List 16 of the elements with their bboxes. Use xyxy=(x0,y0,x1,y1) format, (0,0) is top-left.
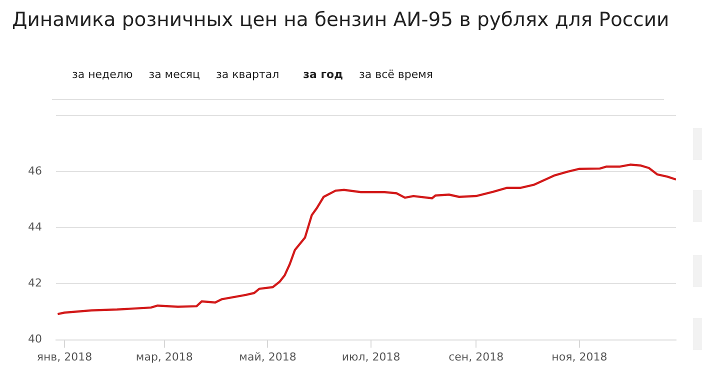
y-tick-label: 46 xyxy=(28,164,42,178)
text: за всё время xyxy=(359,68,434,81)
text: за месяц xyxy=(148,68,200,81)
y-tick-label: 44 xyxy=(28,220,42,234)
x-tick-label: июл, 2018 xyxy=(342,350,400,364)
x-tick-label: ноя, 2018 xyxy=(552,350,608,364)
x-tick-label: мар, 2018 xyxy=(136,350,193,364)
x-tick-label: май, 2018 xyxy=(239,350,296,364)
y-tick-label: 40 xyxy=(28,332,42,346)
text: за год xyxy=(303,68,343,81)
text: за неделю xyxy=(72,68,133,81)
text: за квартал xyxy=(216,68,280,81)
y-tick-label: 42 xyxy=(28,276,42,290)
x-tick-label: янв, 2018 xyxy=(36,350,92,364)
chart-title: Динамика розничных цен на бензин АИ-95 в рублях для России xyxy=(12,8,670,31)
x-tick-label: сен, 2018 xyxy=(448,350,504,364)
